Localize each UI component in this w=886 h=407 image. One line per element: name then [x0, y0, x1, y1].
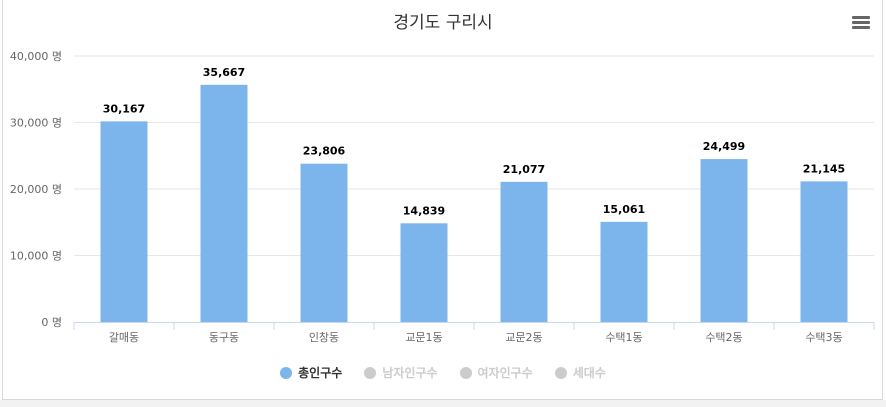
x-tick-label: 교문2동 [505, 331, 542, 344]
legend-item-male[interactable]: 남자인구수 [364, 364, 438, 381]
data-label: 30,167 [103, 102, 145, 115]
bar [500, 181, 548, 322]
y-tick-label: 0 명 [41, 316, 62, 329]
legend-item-total[interactable]: 총인구수 [280, 364, 342, 381]
data-label: 15,061 [603, 203, 645, 216]
bar [600, 221, 648, 322]
y-tick-label: 40,000 명 [10, 50, 62, 63]
x-tick-label: 갈매동 [109, 330, 139, 344]
bar [400, 223, 448, 322]
bar [300, 163, 348, 322]
chart-title: 경기도 구리시 [393, 13, 493, 33]
data-label: 21,145 [803, 162, 845, 175]
legend-item-female[interactable]: 여자인구수 [459, 364, 533, 381]
data-label: 21,077 [503, 163, 545, 176]
legend-dot-icon [364, 366, 377, 379]
x-tick-label: 수택3동 [805, 331, 842, 344]
y-tick-label: 10,000 명 [10, 250, 62, 263]
legend-label: 여자인구수 [477, 366, 533, 380]
chart-legend: 총인구수 남자인구수 여자인구수 세대수 [0, 364, 886, 381]
bar [700, 159, 748, 322]
x-tick-label: 수택2동 [705, 331, 742, 344]
bar [100, 121, 148, 322]
x-tick-label: 동구동 [209, 331, 239, 344]
legend-item-households[interactable]: 세대수 [554, 364, 606, 381]
legend-label: 남자인구수 [382, 366, 438, 380]
legend-dot-icon [554, 366, 567, 379]
legend-dot-icon [459, 366, 472, 379]
page-footer-strip [0, 400, 886, 407]
x-tick-label: 인창동 [309, 331, 339, 344]
data-label: 23,806 [303, 145, 346, 158]
legend-dot-icon [280, 366, 293, 379]
legend-label: 총인구수 [298, 366, 343, 380]
data-label: 24,499 [703, 140, 745, 153]
bar [800, 181, 848, 322]
data-label: 14,839 [403, 204, 445, 217]
bar-chart: 0 명 10,000 명 20,000 명 30,000 명 40,000 명 30,16… [10, 50, 875, 344]
x-tick-label: 교문1동 [405, 331, 442, 344]
bar [200, 84, 248, 322]
x-tick-label: 수택1동 [605, 331, 642, 344]
y-tick-label: 30,000 명 [10, 117, 62, 130]
legend-label: 세대수 [572, 366, 606, 380]
y-tick-label: 20,000 명 [10, 183, 62, 196]
hamburger-menu-icon[interactable] [852, 16, 870, 32]
data-label: 35,667 [203, 66, 245, 79]
